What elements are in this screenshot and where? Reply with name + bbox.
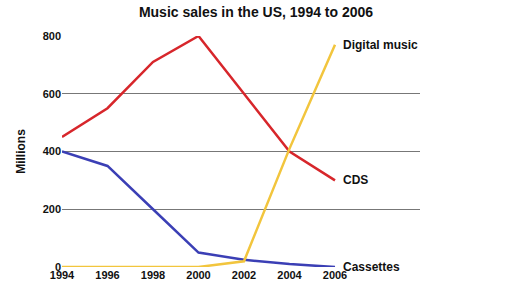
svg-text:2002: 2002: [232, 269, 256, 281]
svg-text:0: 0: [55, 261, 61, 273]
svg-text:1998: 1998: [141, 269, 165, 281]
svg-text:CDS: CDS: [343, 173, 368, 187]
svg-text:2004: 2004: [277, 269, 302, 281]
svg-text:400: 400: [43, 145, 61, 157]
svg-text:600: 600: [43, 88, 61, 100]
svg-text:Cassettes: Cassettes: [343, 260, 400, 274]
svg-text:2000: 2000: [186, 269, 210, 281]
svg-text:1996: 1996: [95, 269, 119, 281]
svg-text:Music sales in the US, 1994 to: Music sales in the US, 1994 to 2006: [139, 4, 373, 20]
svg-text:200: 200: [43, 203, 61, 215]
svg-text:2006: 2006: [323, 269, 347, 281]
svg-text:1994: 1994: [50, 269, 75, 281]
svg-text:Digital music: Digital music: [343, 38, 418, 52]
svg-text:Millions: Millions: [14, 129, 28, 174]
svg-text:800: 800: [43, 30, 61, 42]
